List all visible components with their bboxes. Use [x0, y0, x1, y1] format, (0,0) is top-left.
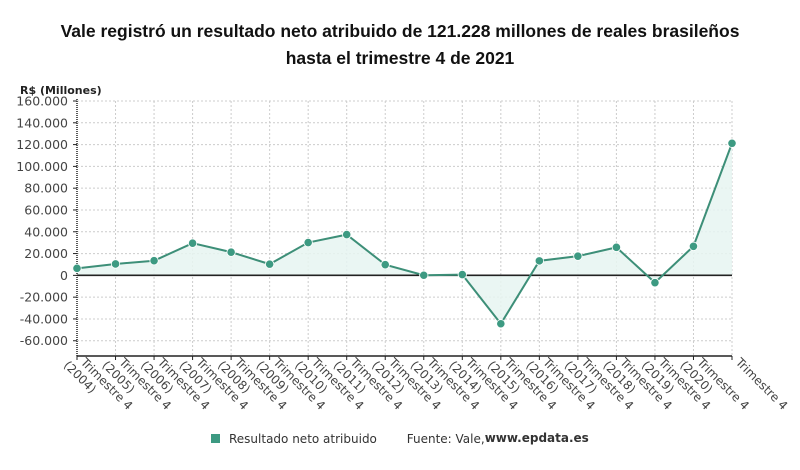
gridlines [77, 100, 733, 356]
data-point [110, 259, 121, 269]
y-tick-label: 140.000 [16, 115, 68, 130]
source-note: Fuente: Vale, www.epdata.es [407, 431, 589, 446]
series-line [76, 142, 733, 326]
y-tick-label: 160.000 [16, 94, 68, 109]
data-point [727, 138, 737, 148]
data-point [187, 238, 198, 248]
y-tick-label: 20.000 [24, 246, 68, 261]
series-markers [72, 138, 737, 329]
y-tick-label: 40.000 [24, 224, 68, 239]
y-tick-label: 80.000 [24, 181, 68, 196]
data-point [650, 278, 660, 288]
y-tick-label: -60.000 [20, 333, 68, 348]
chart-title-line-1: Vale registró un resultado neto atribuid… [60, 21, 740, 41]
chart-title-line-2: hasta el trimestre 4 de 2021 [285, 48, 515, 68]
legend: Resultado neto atribuido Fuente: Vale, w… [0, 431, 800, 446]
data-point [688, 241, 699, 251]
chart-title: Vale registró un resultado neto atribuid… [0, 18, 800, 72]
y-axis-ticks: -60.000 -40.000 -20.000 0 20.000 40.000 60.000… [16, 94, 77, 348]
data-point [573, 251, 583, 261]
data-point [342, 230, 352, 240]
data-point [496, 319, 506, 329]
y-axis-title: R$ (Millones) [20, 84, 102, 97]
axes [76, 99, 732, 357]
source-prefix: Fuente: Vale, [406, 431, 485, 446]
y-tick-label: -20.000 [20, 290, 68, 305]
legend-series-label: Resultado neto atribuido [229, 431, 377, 446]
data-point [611, 242, 622, 252]
data-point [419, 270, 429, 280]
data-point [534, 256, 544, 266]
data-point [457, 269, 467, 280]
y-tick-label: 0 [60, 268, 68, 283]
y-tick-label: 60.000 [24, 202, 68, 217]
legend-swatch-icon [211, 434, 221, 443]
x-axis-ticks: Trimestre 4(2004) Trimestre 4(2005) Trimes… [61, 355, 791, 413]
series-polyline [76, 142, 733, 326]
data-point [72, 263, 82, 273]
y-tick-label: 100.000 [16, 159, 68, 174]
y-tick-label: 120.000 [16, 137, 68, 152]
data-point [380, 260, 390, 270]
y-tick-label: -40.000 [20, 311, 68, 326]
data-point [226, 247, 236, 257]
data-point [265, 259, 275, 269]
data-point [149, 256, 159, 266]
source-link[interactable]: www.epdata.es [484, 431, 589, 446]
data-point [303, 237, 313, 248]
